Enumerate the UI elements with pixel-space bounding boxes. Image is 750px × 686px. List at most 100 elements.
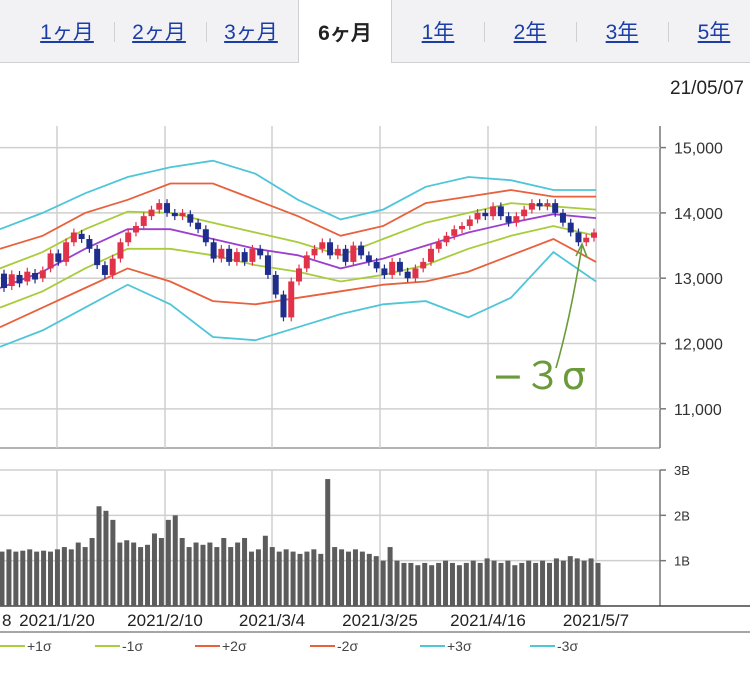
volume-bar: [124, 540, 130, 606]
candle-body: [249, 248, 256, 262]
plus-1-sigma-line: [0, 202, 597, 270]
candle-body: [86, 239, 93, 249]
volume-bar: [207, 542, 213, 606]
legend: +1σ -1σ +2σ -2σ +3σ -3σ: [0, 638, 578, 654]
volume-bar: [394, 560, 400, 606]
candle-body: [187, 214, 194, 223]
volume-bar: [89, 538, 95, 606]
volume-bar: [179, 538, 185, 606]
candle-body: [559, 212, 566, 223]
volume-bar: [359, 551, 365, 606]
candle-body: [528, 203, 535, 210]
plus-3-sigma-line: [0, 159, 596, 231]
chart-date: 21/05/07: [670, 78, 744, 99]
moving-average-line: [0, 213, 597, 289]
minus-3-sigma-line: [0, 250, 597, 348]
volume-bar: [304, 551, 310, 606]
candle-body: [303, 255, 310, 269]
volume-tick-label: 1B: [674, 554, 690, 569]
volume-bar: [228, 547, 234, 606]
price-tick-label: 11,000: [674, 402, 722, 419]
volume-bar: [6, 549, 12, 606]
tab-3-months[interactable]: 3ヶ月: [224, 21, 278, 44]
candle-body: [583, 237, 590, 243]
candle-body: [490, 206, 497, 217]
volume-bar: [96, 506, 102, 606]
tab-2-months[interactable]: 2ヶ月: [132, 21, 186, 44]
volume-bar: [186, 547, 192, 606]
volume-bar: [422, 562, 428, 606]
volume-bar: [290, 551, 296, 606]
period-tab-bar: 1ヶ月 2ヶ月 3ヶ月 6ヶ月 1年 2年 3年 5年: [0, 0, 750, 63]
volume-bar: [491, 560, 497, 606]
candle-body: [148, 209, 155, 217]
tab-6-months[interactable]: 6ヶ月: [298, 0, 392, 63]
tab-separator: [484, 22, 485, 42]
volume-bar: [41, 550, 47, 606]
volume-bar: [117, 542, 123, 606]
candle-body: [16, 274, 23, 284]
volume-bar: [443, 560, 449, 606]
tab-5-years[interactable]: 5年: [697, 21, 731, 44]
tab-1-month[interactable]: 1ヶ月: [40, 21, 94, 44]
price-tick-label: 13,000: [674, 271, 723, 288]
volume-bar: [262, 535, 268, 606]
volume-bar: [415, 565, 421, 606]
candle-body: [94, 248, 101, 266]
price-axis: 15,000 14,000 13,000 12,000 11,000: [660, 141, 723, 419]
volume-bar: [61, 547, 67, 606]
tab-2-years[interactable]: 2年: [513, 21, 547, 44]
volume-bar: [110, 519, 116, 606]
candle-body: [117, 242, 124, 259]
date-tick-label: 8: [2, 611, 11, 630]
tab-separator: [114, 22, 115, 42]
candle-body: [319, 242, 326, 249]
volume-bar: [332, 547, 338, 606]
candle-body: [459, 225, 466, 230]
candle-body: [32, 272, 39, 280]
tab-3-years[interactable]: 3年: [605, 21, 639, 44]
candlesticks: [1, 199, 597, 322]
volume-bar: [477, 562, 483, 606]
volume-bar: [68, 549, 74, 606]
volume-bar: [380, 560, 386, 606]
candle-body: [280, 294, 287, 318]
volume-bar: [75, 542, 81, 606]
candle-body: [451, 229, 458, 236]
volume-bar: [276, 551, 282, 606]
candle-body: [358, 245, 365, 256]
candle-body: [226, 248, 233, 262]
candle-body: [381, 268, 388, 275]
volume-bar: [200, 544, 206, 606]
candle-body: [70, 232, 77, 243]
candle-body: [47, 253, 54, 269]
volume-bar: [526, 560, 532, 606]
volume-bar: [311, 549, 317, 606]
price-grid: [0, 126, 661, 449]
candle-body: [389, 261, 396, 275]
candle-body: [202, 229, 209, 243]
candle-body: [24, 271, 31, 282]
tab-1-year[interactable]: 1年: [421, 21, 455, 44]
bollinger-bands: [0, 159, 597, 348]
volume-bar: [248, 551, 254, 606]
date-tick-label: 2021/2/10: [127, 611, 203, 630]
price-tick-label: 12,000: [674, 337, 723, 354]
candle-body: [140, 216, 147, 226]
candle-body: [171, 212, 178, 217]
candle-body: [241, 252, 248, 262]
candle-body: [342, 248, 349, 262]
candle-body: [396, 261, 403, 272]
candle-body: [474, 212, 481, 220]
volume-bar: [221, 538, 227, 606]
plus-2-sigma-line: [0, 182, 596, 250]
date-axis: 8 2021/1/20 2021/2/10 2021/3/4 2021/3/25 2021…: [0, 611, 750, 633]
volume-bar: [165, 519, 171, 606]
price-tick-label: 14,000: [674, 206, 723, 223]
candle-body: [536, 203, 543, 207]
volume-bar: [255, 549, 261, 606]
volume-bar: [318, 553, 324, 606]
candle-body: [195, 222, 202, 230]
volume-bar: [533, 562, 539, 606]
